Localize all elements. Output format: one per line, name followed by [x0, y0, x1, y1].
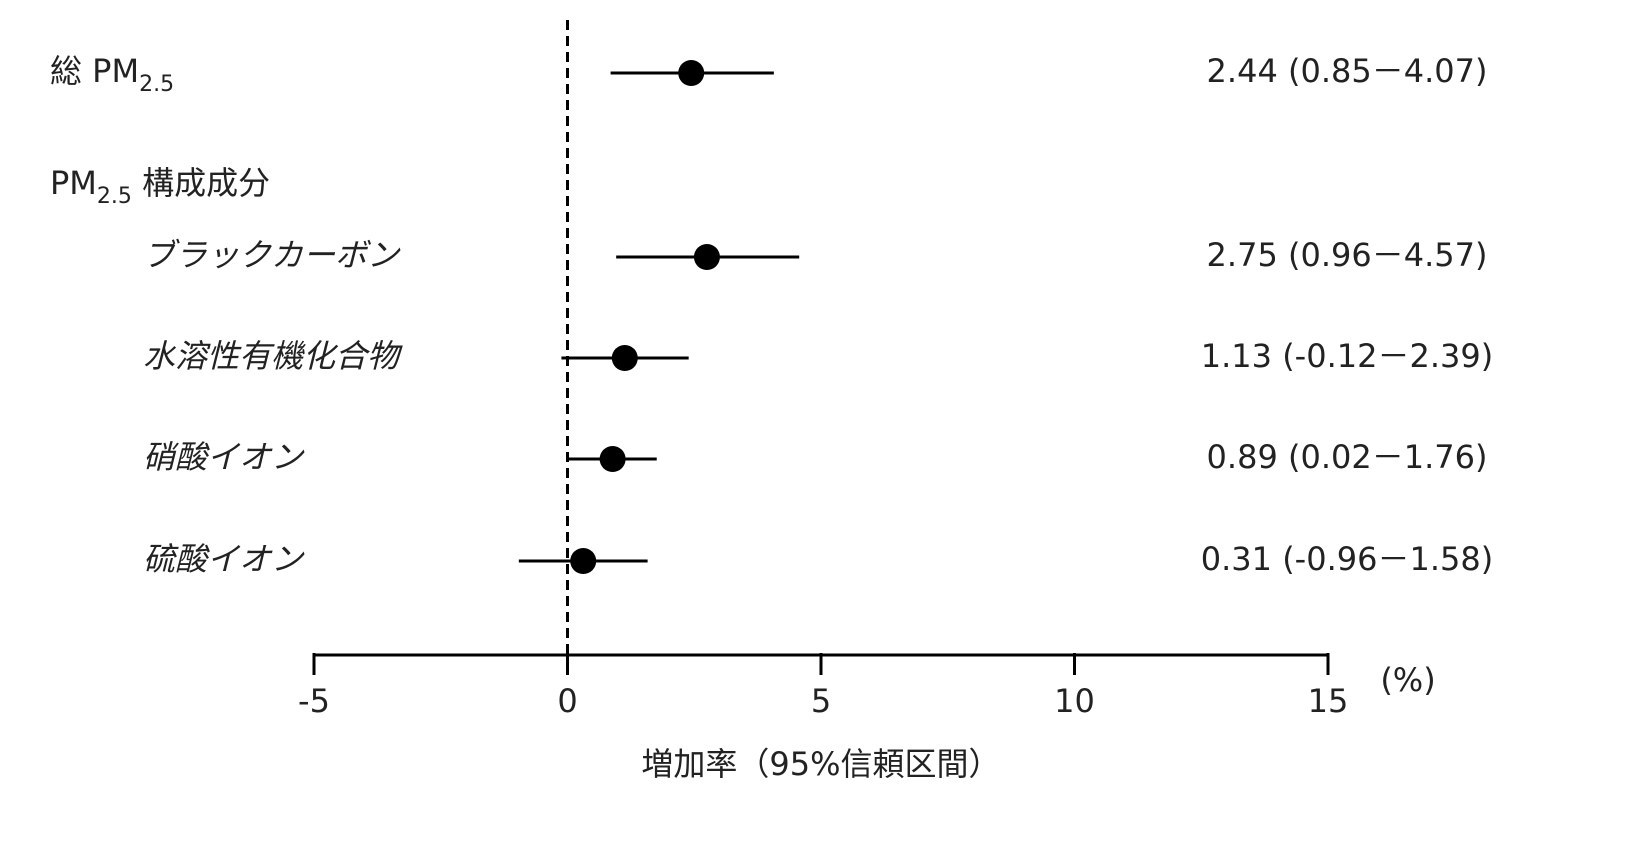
row-label: ブラックカーボン: [143, 236, 401, 274]
row-label: 総 PM2.5: [50, 52, 174, 97]
label-text: 水溶性有機化合物: [143, 337, 403, 375]
point-estimate: [611, 345, 638, 371]
x-tick-label: 10: [1054, 682, 1095, 720]
point-estimate: [570, 548, 597, 574]
point-estimate: [599, 446, 626, 472]
value-label: 0.89 (0.02－1.76): [1207, 438, 1488, 476]
x-tick-label: 5: [811, 682, 831, 720]
x-tick-label: -5: [298, 682, 330, 720]
label-text: PM: [50, 164, 97, 202]
label-text: 硫酸イオン: [143, 540, 305, 578]
label-text: ブラックカーボン: [143, 236, 401, 274]
value-label: 2.75 (0.96－4.57): [1207, 236, 1488, 274]
value-label: 1.13 (-0.12－2.39): [1201, 337, 1493, 375]
point-estimate: [693, 244, 720, 270]
value-label: 0.31 (-0.96－1.58): [1201, 540, 1493, 578]
x-axis-title: 増加率（95%信頼区間）: [641, 745, 1000, 783]
value-label: 2.44 (0.85－4.07): [1207, 52, 1488, 90]
x-unit: (%): [1380, 661, 1435, 699]
label-text: 硝酸イオン: [143, 438, 305, 476]
row-label: PM2.5 構成成分: [50, 164, 270, 209]
label-subscript: 2.5: [97, 184, 132, 209]
label-text: 総 PM: [50, 52, 139, 90]
point-estimate: [678, 60, 705, 86]
x-tick-label: 15: [1308, 682, 1349, 720]
label-text: 構成成分: [132, 164, 270, 202]
row-label: 硫酸イオン: [143, 540, 305, 578]
row-label: 水溶性有機化合物: [143, 337, 403, 375]
x-tick-label: 0: [557, 682, 577, 720]
row-label: 硝酸イオン: [143, 438, 305, 476]
label-subscript: 2.5: [139, 72, 174, 97]
